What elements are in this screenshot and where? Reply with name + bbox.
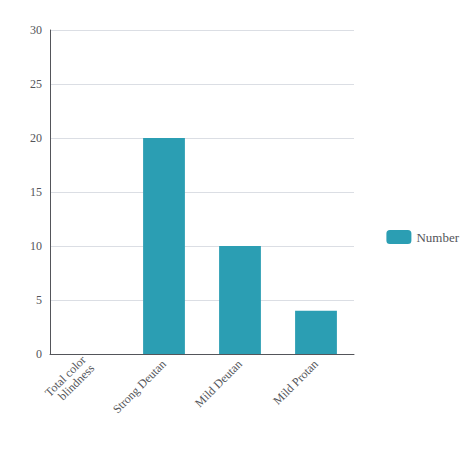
svg-text:25: 25 <box>30 77 42 91</box>
svg-text:Total color: Total color <box>42 352 89 400</box>
svg-text:10: 10 <box>30 239 42 253</box>
svg-text:5: 5 <box>36 293 42 307</box>
svg-text:20: 20 <box>30 131 42 145</box>
svg-text:Mild Deutan: Mild Deutan <box>192 357 245 410</box>
svg-text:Strong Deutan: Strong Deutan <box>110 357 169 416</box>
svg-text:15: 15 <box>30 185 42 199</box>
svg-text:Number: Number <box>416 230 459 245</box>
svg-text:blindness: blindness <box>55 361 97 403</box>
svg-text:Mild Protan: Mild Protan <box>270 357 321 408</box>
svg-text:30: 30 <box>30 23 42 37</box>
svg-text:0: 0 <box>36 347 42 361</box>
